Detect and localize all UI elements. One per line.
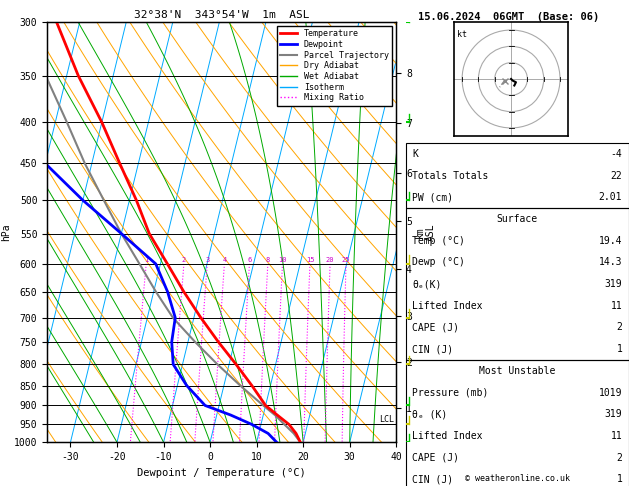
Y-axis label: hPa: hPa: [1, 223, 11, 241]
Text: CIN (J): CIN (J): [413, 344, 454, 354]
Text: 1: 1: [616, 344, 622, 354]
Text: 2: 2: [182, 257, 186, 262]
Text: Temp (°C): Temp (°C): [413, 236, 465, 246]
Text: 25: 25: [342, 257, 350, 262]
Text: 14.3: 14.3: [599, 258, 622, 267]
Text: CAPE (J): CAPE (J): [413, 323, 459, 332]
Text: CAPE (J): CAPE (J): [413, 452, 459, 463]
Text: 2: 2: [616, 323, 622, 332]
Text: K: K: [413, 149, 418, 159]
Text: 6: 6: [247, 257, 252, 262]
Text: © weatheronline.co.uk: © weatheronline.co.uk: [465, 473, 570, 483]
Text: 22: 22: [611, 171, 622, 181]
Text: 2.01: 2.01: [599, 192, 622, 202]
Text: 19.4: 19.4: [599, 236, 622, 246]
Text: -4: -4: [611, 149, 622, 159]
Text: PW (cm): PW (cm): [413, 192, 454, 202]
Text: 11: 11: [611, 301, 622, 311]
Y-axis label: km
ASL: km ASL: [415, 223, 437, 241]
Text: 1: 1: [144, 257, 148, 262]
Text: Dewp (°C): Dewp (°C): [413, 258, 465, 267]
Text: Totals Totals: Totals Totals: [413, 171, 489, 181]
Text: 2: 2: [616, 452, 622, 463]
Text: 10: 10: [278, 257, 287, 262]
Text: θₑ(K): θₑ(K): [413, 279, 442, 289]
Bar: [406, 360, 629, 486]
Bar: [406, 208, 629, 360]
Text: Pressure (mb): Pressure (mb): [413, 387, 489, 398]
Text: 20: 20: [326, 257, 335, 262]
Text: 15: 15: [306, 257, 314, 262]
Text: Lifted Index: Lifted Index: [413, 431, 483, 441]
Text: 11: 11: [611, 431, 622, 441]
Text: Lifted Index: Lifted Index: [413, 301, 483, 311]
Text: Surface: Surface: [497, 214, 538, 224]
Text: CIN (J): CIN (J): [413, 474, 454, 485]
Title: 32°38'N  343°54'W  1m  ASL: 32°38'N 343°54'W 1m ASL: [134, 10, 309, 20]
Text: kt: kt: [457, 30, 467, 39]
Text: 3: 3: [205, 257, 209, 262]
Text: θₑ (K): θₑ (K): [413, 409, 448, 419]
Text: 4: 4: [222, 257, 226, 262]
Text: LCL: LCL: [379, 416, 394, 424]
Text: 8: 8: [265, 257, 270, 262]
Text: 319: 319: [604, 409, 622, 419]
Text: 15.06.2024  06GMT  (Base: 06): 15.06.2024 06GMT (Base: 06): [418, 12, 599, 22]
X-axis label: Dewpoint / Temperature (°C): Dewpoint / Temperature (°C): [137, 468, 306, 478]
Text: 1019: 1019: [599, 387, 622, 398]
Text: 1: 1: [616, 474, 622, 485]
Text: 319: 319: [604, 279, 622, 289]
Bar: [406, 143, 629, 208]
Legend: Temperature, Dewpoint, Parcel Trajectory, Dry Adiabat, Wet Adiabat, Isotherm, Mi: Temperature, Dewpoint, Parcel Trajectory…: [277, 26, 392, 105]
Text: Most Unstable: Most Unstable: [479, 366, 555, 376]
